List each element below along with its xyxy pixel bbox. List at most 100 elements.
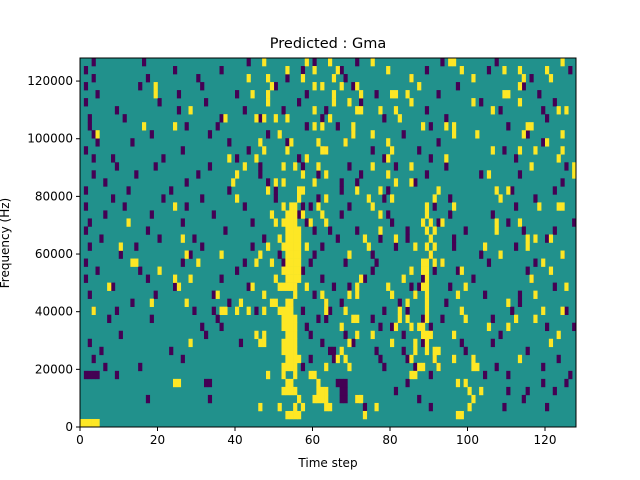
heatmap-cell-high [293,290,298,299]
heatmap-cell-high [324,194,329,203]
heatmap-cell-high [300,74,306,83]
heatmap-cell-high [502,66,507,75]
heatmap-cell-high [312,122,317,131]
heatmap-cell-high [258,250,263,259]
heatmap-cell-low [405,306,410,315]
heatmap-cell-high [556,154,561,163]
heatmap-cell-high [386,154,391,163]
heatmap-cell-high [428,250,433,259]
heatmap-cell-low [118,250,123,259]
heatmap-cell-low [316,314,321,324]
heatmap-cell-high [173,202,178,211]
heatmap-cell-low [541,362,546,372]
heatmap-cell-high [254,258,259,267]
heatmap-cell-low [227,186,232,195]
heatmap-cell-low [273,186,278,195]
heatmap-cell-high [285,242,290,251]
heatmap-cell-high [494,186,499,195]
heatmap-cell-low [339,298,344,307]
heatmap-cell-high [285,354,290,364]
heatmap-cell-high [424,274,430,283]
heatmap-cell-high [196,258,201,267]
heatmap-cell-low [428,402,433,412]
heatmap-cell-high [436,362,441,372]
heatmap-cell-high [366,194,371,203]
heatmap-cell-high [506,90,511,99]
heatmap-cell-high [424,242,430,251]
heatmap-cell-low [169,346,174,356]
heatmap-cell-high [370,58,375,67]
heatmap-cell-high [285,386,290,396]
heatmap-cell-high [517,146,523,155]
heatmap-cell-high [254,330,259,340]
heatmap-cell-low [308,202,313,211]
heatmap-cell-low [262,234,267,243]
heatmap-cell-high [95,130,100,139]
heatmap-cell-low [176,90,182,99]
heatmap-cell-high [238,298,244,307]
heatmap-cell-low [91,74,96,83]
heatmap-cell-high [560,146,565,155]
heatmap-cell-low [541,138,546,147]
heatmap-cell-high [517,98,523,107]
heatmap-cell-low [541,378,546,388]
heatmap-cell-low [250,242,255,251]
heatmap-cell-high [390,338,395,348]
heatmap-cell-low [335,122,340,131]
heatmap-cell-low [510,306,515,315]
heatmap-cell-high [126,218,131,227]
heatmap-cell-high [277,306,282,315]
heatmap-cell-low [111,154,116,163]
heatmap-cell-low [91,130,96,139]
heatmap-cell-high [517,82,523,91]
heatmap-cell-high [87,418,92,428]
heatmap-cell-low [436,138,441,147]
heatmap-cell-low [149,130,154,139]
heatmap-cell-high [432,242,437,251]
heatmap-cell-low [494,362,499,372]
heatmap-cell-low [533,258,538,267]
heatmap-cell-high [188,274,193,283]
heatmap-cell-high [289,314,294,324]
heatmap-cell-high [494,226,499,235]
heatmap-cell-low [413,362,418,372]
heatmap-cell-high [409,162,414,171]
heatmap-cell-high [293,354,298,364]
heatmap-cell-low [176,106,182,115]
heatmap-cell-high [324,170,329,179]
heatmap-cell-low [83,274,89,283]
heatmap-cell-high [281,370,286,380]
heatmap-cell-low [382,194,387,203]
heatmap-cell-high [366,242,371,251]
heatmap-cell-low [215,314,220,324]
heatmap-cell-low [312,290,317,299]
heatmap-cell-high [134,258,139,267]
heatmap-cell-low [533,194,538,203]
heatmap-cell-low [145,226,151,235]
heatmap-cell-high [331,74,337,83]
heatmap-cell-high [347,362,352,372]
heatmap-cell-low [494,58,499,67]
heatmap-cell-high [285,226,290,235]
heatmap-cell-high [223,306,228,315]
heatmap-cell-high [424,202,430,211]
heatmap-cell-high [413,290,418,299]
heatmap-cell-low [514,202,519,211]
heatmap-cell-high [440,258,445,267]
heatmap-cell-low [95,138,100,147]
heatmap-cell-high [142,122,147,131]
heatmap-cell-high [281,386,286,396]
heatmap-cell-high [316,378,321,388]
heatmap-cell-low [521,226,526,235]
heatmap-cell-high [273,114,278,123]
heatmap-cell-low [339,394,344,404]
heatmap-cell-low [362,402,368,412]
heatmap-cell-high [432,194,437,203]
heatmap-cell-low [483,370,488,380]
heatmap-cell-high [281,178,286,187]
heatmap-cell-high [486,322,492,332]
heatmap-cell-low [130,138,135,147]
heatmap-cell-low [572,322,577,332]
heatmap-cell-high [339,322,344,332]
heatmap-cell-low [452,242,457,251]
